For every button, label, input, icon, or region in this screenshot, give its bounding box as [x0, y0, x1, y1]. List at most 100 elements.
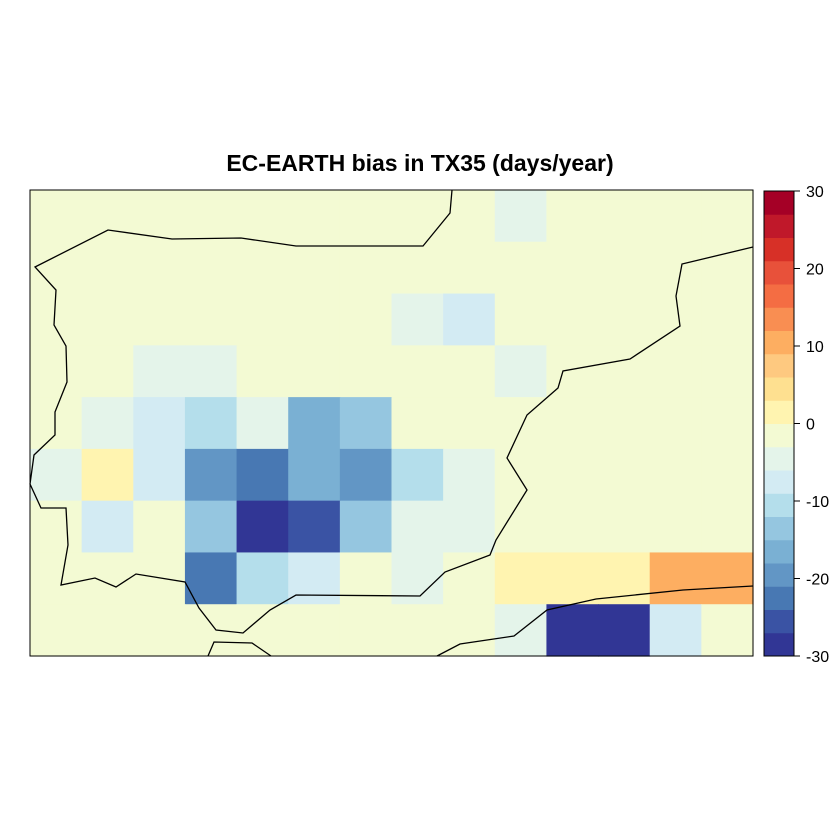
heatmap-cell: [701, 604, 754, 657]
heatmap-cell: [701, 448, 754, 502]
heatmap-cell: [288, 293, 341, 346]
heatmap-cell: [391, 397, 444, 450]
heatmap-cell: [133, 500, 186, 554]
heatmap-cell: [236, 604, 289, 657]
colorbar-tick-label: 0: [806, 417, 815, 434]
heatmap-cell: [236, 448, 289, 502]
chart-title: EC-EARTH bias in TX35 (days/year): [226, 150, 613, 176]
plot-frame: [29, 189, 754, 657]
heatmap-cell: [288, 500, 341, 554]
heatmap-cell: [288, 448, 341, 502]
heatmap-cell: [494, 552, 548, 605]
heatmap-cell: [339, 190, 393, 243]
heatmap-cell: [598, 397, 651, 450]
heatmap-cell: [288, 552, 341, 605]
heatmap-cell: [649, 552, 702, 605]
heatmap-cell: [546, 604, 599, 657]
heatmap-cell: [494, 448, 548, 502]
heatmap-cell: [30, 241, 83, 295]
heatmap-cell: [546, 448, 599, 502]
colorbar-bin: [764, 563, 794, 587]
coastline-iberia: [29, 189, 754, 634]
heatmap-cell: [236, 190, 289, 243]
heatmap-cell: [184, 397, 238, 450]
heatmap-cell: [494, 500, 548, 554]
heatmap-cell: [81, 345, 134, 398]
heatmap-cell: [339, 604, 393, 657]
heatmap-cell: [339, 552, 393, 605]
heatmap-cell: [81, 293, 134, 346]
heatmap-cell: [443, 552, 496, 605]
coastline-africa-east: [436, 585, 754, 657]
colorbar-bin: [764, 586, 794, 610]
colorbar-bin: [764, 609, 794, 634]
heatmap-cell: [236, 293, 289, 346]
colorbar-bin: [764, 330, 794, 355]
colorbar-bin: [764, 284, 794, 308]
heatmap-cell: [184, 500, 238, 554]
heatmap-cell: [443, 397, 496, 450]
heatmap-cell: [184, 448, 238, 502]
colorbar-tick-label: -10: [806, 494, 829, 511]
heatmap-cell: [391, 241, 444, 295]
heatmap-cell: [30, 397, 83, 450]
heatmap-cell: [546, 190, 599, 243]
heatmap-cell: [236, 397, 289, 450]
heatmap-cell: [81, 604, 134, 657]
heatmap-cell: [494, 293, 548, 346]
heatmap-cell: [236, 345, 289, 398]
heatmap-cell: [701, 241, 754, 295]
colorbar-bin: [764, 377, 794, 401]
heatmap-cell: [288, 604, 341, 657]
heatmap-cell: [649, 604, 702, 657]
heatmap-cell: [443, 241, 496, 295]
heatmap-cell: [339, 345, 393, 398]
colorbar-tick-label: -20: [806, 572, 829, 589]
heatmap-cell: [649, 448, 702, 502]
heatmap-cell: [133, 190, 186, 243]
colorbar-bin: [764, 191, 794, 215]
heatmap-cell: [184, 552, 238, 605]
heatmap-cells: [30, 190, 754, 657]
heatmap-cell: [81, 500, 134, 554]
heatmap-cell: [133, 293, 186, 346]
heatmap-cell: [598, 448, 651, 502]
heatmap-cell: [81, 448, 134, 502]
heatmap-cell: [30, 448, 83, 502]
heatmap-cell: [598, 241, 651, 295]
heatmap-cell: [701, 397, 754, 450]
colorbar-bin: [764, 237, 794, 262]
heatmap-cell: [81, 241, 134, 295]
heatmap-cell: [598, 345, 651, 398]
colorbar-bin: [764, 470, 794, 494]
colorbar-bin: [764, 423, 794, 448]
heatmap-cell: [494, 190, 548, 243]
colorbar-bin: [764, 493, 794, 517]
heatmap-cell: [391, 293, 444, 346]
heatmap-cell: [81, 397, 134, 450]
heatmap-cell: [701, 345, 754, 398]
heatmap-cell: [30, 604, 83, 657]
heatmap-cell: [443, 500, 496, 554]
heatmap-cell: [494, 241, 548, 295]
colorbar: [763, 190, 795, 657]
heatmap-cell: [546, 552, 599, 605]
coastlines: [29, 189, 754, 657]
heatmap-cell: [30, 190, 83, 243]
heatmap-cell: [546, 397, 599, 450]
heatmap-cell: [339, 293, 393, 346]
colorbar-bin: [764, 446, 794, 471]
heatmap-cell: [701, 293, 754, 346]
heatmap-cell: [649, 190, 702, 243]
heatmap-cell: [133, 397, 186, 450]
heatmap-cell: [30, 345, 83, 398]
heatmap-cell: [598, 500, 651, 554]
heatmap-cell: [236, 552, 289, 605]
heatmap-cell: [391, 604, 444, 657]
heatmap-cell: [701, 552, 754, 605]
heatmap-cell: [649, 397, 702, 450]
heatmap-cell: [133, 345, 186, 398]
heatmap-cell: [391, 552, 444, 605]
heatmap-cell: [339, 397, 393, 450]
coastline-africa-west: [207, 641, 272, 657]
